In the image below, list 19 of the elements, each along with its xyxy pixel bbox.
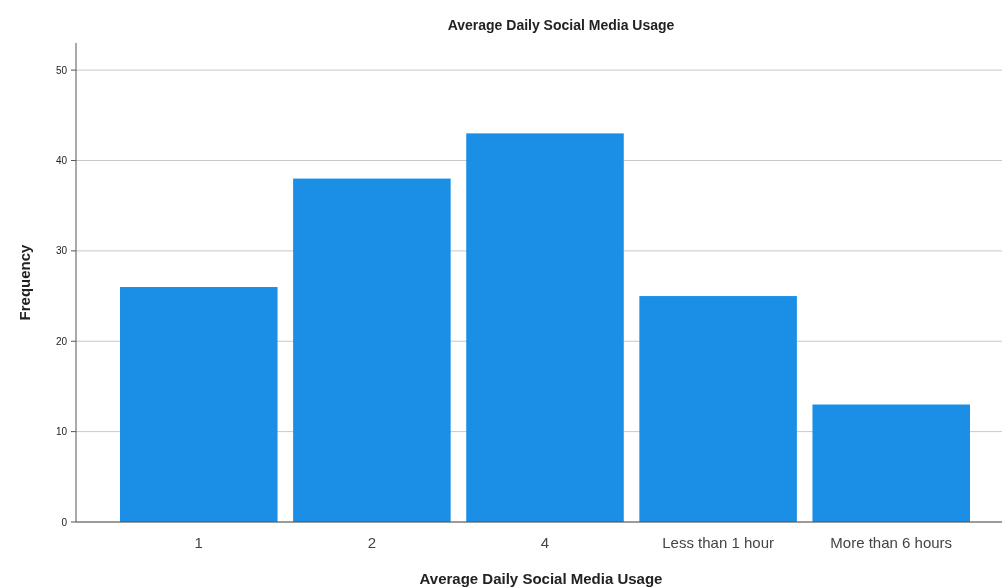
- x-axis-title: Average Daily Social Media Usage: [419, 570, 663, 587]
- bar: [293, 178, 451, 522]
- y-tick-label: 0: [61, 516, 68, 528]
- x-tick-label: 2: [367, 534, 377, 551]
- x-tick-label: 4: [540, 534, 550, 551]
- y-tick-label: 40: [55, 154, 68, 166]
- bar: [639, 296, 797, 522]
- y-tick-label: 30: [55, 245, 68, 257]
- bar: [812, 404, 970, 522]
- y-tick-label: 50: [55, 64, 68, 76]
- bar: [466, 133, 624, 522]
- x-tick-label: 1: [194, 534, 203, 551]
- bar: [120, 287, 278, 522]
- chart-title: Average Daily Social Media Usage: [447, 17, 675, 33]
- y-tick-label: 10: [55, 426, 68, 438]
- y-axis-title: Frequency: [16, 243, 33, 321]
- x-tick-label: Less than 1 hour: [662, 534, 774, 551]
- x-tick-label: More than 6 hours: [830, 534, 953, 551]
- y-tick-label: 20: [55, 335, 68, 347]
